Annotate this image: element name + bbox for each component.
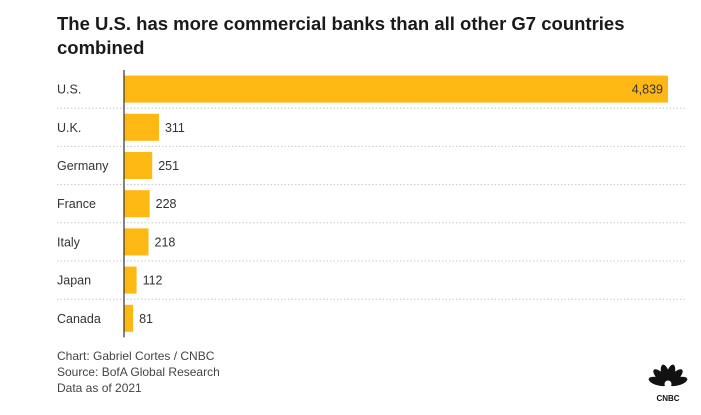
bar: [124, 75, 668, 103]
value-label: 311: [165, 121, 185, 135]
chart-date-note: Data as of 2021: [57, 381, 142, 395]
category-label: Canada: [57, 312, 101, 326]
bar-chart: U.S. 4,839 U.K. 311 Germany 251 France 228 Italy…: [57, 70, 686, 338]
value-label: 81: [139, 312, 153, 326]
cnbc-peacock-icon: CNBC: [648, 364, 688, 402]
category-label: Germany: [57, 159, 109, 173]
value-label: 218: [155, 235, 176, 249]
chart-source: Source: BofA Global Research: [57, 365, 220, 379]
value-label: 4,839: [632, 83, 663, 97]
bar: [124, 228, 149, 256]
chart-footer: Chart: Gabriel Cortes / CNBC Source: Bof…: [57, 348, 220, 396]
chart-credit: Chart: Gabriel Cortes / CNBC: [57, 349, 215, 363]
bar: [124, 152, 153, 179]
category-label: U.K.: [57, 121, 81, 135]
category-label: U.S.: [57, 83, 81, 97]
chart-title: The U.S. has more commercial banks than …: [57, 13, 625, 58]
value-label: 251: [158, 159, 179, 173]
bar: [124, 304, 134, 332]
value-label: 112: [143, 274, 163, 288]
value-label: 228: [156, 197, 177, 211]
bar: [124, 266, 137, 294]
bar: [124, 113, 159, 141]
chart-rows: U.S. 4,839 U.K. 311 Germany 251 France 228 Italy…: [57, 75, 686, 332]
bar: [124, 190, 150, 218]
category-label: Japan: [57, 274, 91, 288]
cnbc-logo-text: CNBC: [656, 394, 679, 402]
category-label: Italy: [57, 235, 81, 249]
category-label: France: [57, 197, 96, 211]
